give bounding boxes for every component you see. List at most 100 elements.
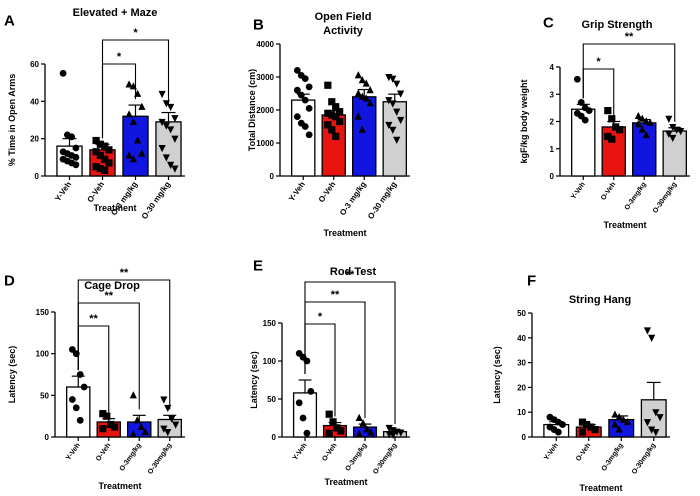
data-point [305, 131, 313, 139]
data-point [581, 116, 589, 124]
x-tick-label: O-Veh [321, 442, 338, 463]
data-point [133, 416, 141, 424]
significance-label: ** [625, 31, 634, 43]
y-tick-label: 0 [522, 433, 527, 442]
data-point [129, 391, 137, 399]
y-tick-label: 50 [267, 395, 276, 404]
x-tick-label: O-30mg/kg [372, 442, 398, 476]
y-tick-label: 20 [30, 135, 39, 144]
bar [122, 115, 149, 177]
panel-F: F String Hang 0 10 20 30 40 50 Latency (sec) Y-Ve… [492, 272, 670, 493]
x-tick-label: Y-Veh [287, 180, 307, 203]
data-point [389, 126, 397, 134]
data-point [167, 126, 175, 134]
data-point [92, 163, 100, 171]
y-tick-label: 50 [517, 309, 526, 318]
data-point [652, 409, 660, 417]
data-point [638, 125, 646, 133]
data-point [385, 121, 393, 130]
data-point [299, 414, 307, 422]
data-point [68, 396, 76, 403]
data-point [389, 100, 397, 108]
data-point [324, 121, 332, 129]
data-point [366, 99, 374, 107]
data-point [332, 103, 340, 111]
data-point [137, 422, 145, 430]
panel-label: F [527, 272, 536, 289]
y-tick-label: 0 [270, 172, 275, 181]
y-tick-label: 0 [35, 172, 40, 181]
data-point [585, 107, 593, 114]
data-point [359, 419, 367, 427]
data-point [397, 116, 405, 125]
data-point [305, 104, 313, 112]
data-point [293, 86, 301, 94]
data-point [612, 123, 620, 131]
data-point [332, 113, 340, 121]
data-point [141, 427, 149, 435]
data-point [619, 415, 627, 423]
data-point [125, 151, 133, 159]
x-tick-label: O-Veh [600, 181, 617, 202]
data-point [623, 417, 632, 426]
data-point [358, 125, 366, 133]
data-point [577, 99, 585, 106]
data-point [634, 120, 642, 128]
y-tick-label: 1000 [256, 139, 274, 148]
panel-A: A Elevated + Maze 0 20 40 60 % Time in Open Ar… [4, 7, 185, 221]
x-tick-label: O-3 mg/kg [338, 180, 368, 217]
y-tick-label: 60 [30, 60, 39, 69]
significance-label: ** [346, 269, 355, 281]
x-tick-label: O-Veh [317, 180, 338, 204]
data-point [332, 132, 340, 140]
data-point [591, 425, 599, 434]
x-tick-label: O-3mg/kg [624, 181, 648, 211]
x-axis-label: Treatment [579, 483, 622, 493]
x-tick-label: Y-Veh [543, 442, 560, 462]
data-point [615, 412, 623, 421]
y-tick-label: 2000 [256, 106, 274, 115]
x-tick-label: O-Veh [86, 180, 107, 204]
y-tick-label: 3 [550, 90, 555, 99]
data-point [72, 153, 80, 161]
data-point [385, 424, 393, 433]
data-point [160, 425, 168, 433]
data-point [134, 136, 142, 144]
data-point [608, 115, 616, 123]
data-point [171, 115, 179, 123]
data-point [677, 128, 685, 136]
x-tick-label: O-3mg/kg [344, 442, 368, 472]
significance-bracket [582, 43, 676, 122]
data-point [325, 410, 333, 418]
data-point [72, 144, 80, 152]
x-tick-label: O-30 mg/kg [140, 180, 172, 221]
data-point [358, 76, 366, 84]
data-point [336, 108, 344, 116]
data-point [160, 396, 168, 404]
data-point [355, 429, 363, 437]
data-point [329, 418, 337, 426]
panel-label: E [253, 257, 263, 274]
data-point [324, 109, 332, 117]
bar [352, 96, 377, 177]
data-point [643, 327, 652, 335]
data-point [293, 67, 301, 74]
data-point [96, 140, 104, 148]
bar [66, 386, 91, 438]
data-point [129, 117, 137, 125]
data-point [301, 75, 309, 83]
data-point [105, 159, 113, 167]
data-point [158, 118, 166, 127]
x-tick-label: O-30mg/kg [652, 181, 678, 215]
data-point [72, 161, 80, 169]
data-point [337, 427, 345, 435]
data-point [325, 429, 333, 437]
data-point [578, 428, 587, 436]
y-axis-label: Total Distance (cm) [247, 69, 257, 151]
data-point [96, 164, 104, 173]
data-point [393, 136, 401, 144]
y-tick-label: 4 [550, 63, 555, 72]
data-point [138, 102, 146, 110]
y-tick-label: 30 [517, 359, 526, 368]
